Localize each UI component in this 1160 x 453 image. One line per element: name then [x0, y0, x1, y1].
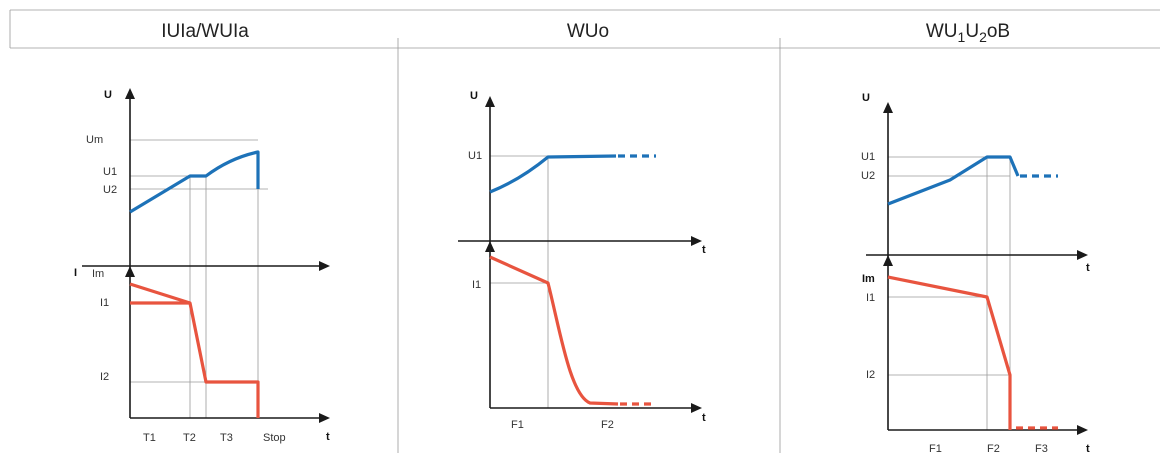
panel-1-voltage-curve — [129, 150, 260, 214]
panel-3-i-arrowhead — [883, 255, 893, 266]
panel-3-phase-f1: F1 — [929, 443, 942, 453]
panel-1-im-label: Im — [92, 268, 104, 280]
panel-2-u1-label: U1 — [468, 150, 482, 162]
panel-2-t-axis-label: t — [702, 412, 706, 424]
panel-2-t-arrowhead — [691, 403, 702, 413]
panel-3-current-curve — [887, 275, 1012, 430]
panel-1-i-arrowhead — [125, 266, 135, 277]
panel-1-i-axis-label: I — [74, 267, 77, 279]
panel-3-voltage-curve — [887, 155, 1020, 206]
panel-3-title-main: WU — [926, 21, 958, 42]
panel-1-i1-label: I1 — [100, 297, 109, 309]
panel-3-title-sub2: 2 — [979, 29, 987, 45]
panel-3-u1-label: U1 — [861, 151, 875, 163]
panel-1-u-axis-label: U — [104, 89, 112, 101]
panel-1-um-label: Um — [86, 134, 103, 146]
panel-3-i1-label: I1 — [866, 292, 875, 304]
panel-2-i1-label: I1 — [472, 279, 481, 291]
panel-2-mid-arrowhead — [691, 236, 702, 246]
panel-2-chart: U t t U1 I1 F1 F2 — [458, 90, 706, 431]
panel-1-mid-arrowhead — [319, 261, 330, 271]
panel-3-mid-arrowhead — [1077, 250, 1088, 260]
panel-3-u-axis-label: U — [862, 92, 870, 104]
panel-1-phase-t1: T1 — [143, 432, 156, 444]
panel-3-title-sub1: 1 — [958, 29, 966, 45]
panel-3-t-axis-label: t — [1086, 443, 1090, 453]
panel-3-t-arrowhead — [1077, 425, 1088, 435]
panel-2-current-curve — [489, 255, 619, 406]
panel-2-voltage-curve — [489, 154, 617, 194]
panel-1-phase-t3: T3 — [220, 432, 233, 444]
panel-2-phase-f2: F2 — [601, 419, 614, 431]
header-band: IUIa/WUIa WUo WU1U2oB — [9, 9, 1160, 49]
panel-3-chart: U t t U1 U2 Im I1 I2 F1 F2 F3 — [861, 92, 1090, 453]
panel-1-i2-label: I2 — [100, 371, 109, 383]
panel-3-phase-f2: F2 — [987, 443, 1000, 453]
panel-1-u2-label: U2 — [103, 184, 117, 196]
panel-2-u-arrowhead — [485, 96, 495, 107]
panel-2-title: WUo — [567, 21, 609, 42]
panel-1-t-arrowhead — [319, 413, 330, 423]
panel-1-u1-label: U1 — [103, 166, 117, 178]
panel-1-u-arrowhead — [125, 88, 135, 99]
panel-3-im-label: Im — [862, 273, 875, 285]
panel-1-phase-stop: Stop — [263, 432, 286, 444]
panel-1-current-curve — [130, 301, 260, 418]
panel-3-title: WU1U2oB — [926, 21, 1010, 45]
panel-2-u-axis-label: U — [470, 90, 478, 102]
panel-3-title-mid: U — [965, 21, 979, 42]
panel-1-chart: U I t Um U1 U2 Im I1 I2 T1 T2 T3 Stop — [74, 88, 330, 444]
panel-2-i-arrowhead — [485, 241, 495, 252]
panel-2-phase-f1: F1 — [511, 419, 524, 431]
panel-1-current-upper-ramp — [129, 282, 191, 305]
panel-3-i2-label: I2 — [866, 369, 875, 381]
panel-3-u2-label: U2 — [861, 170, 875, 182]
panel-1-phase-t2: T2 — [183, 432, 196, 444]
panel-3-phase-f3: F3 — [1035, 443, 1048, 453]
panel-3-title-end: oB — [987, 21, 1010, 42]
panel-2-upper-t-axis-label: t — [702, 244, 706, 256]
panel-3-upper-t-axis-label: t — [1086, 262, 1090, 274]
panel-1-t-axis-label: t — [326, 431, 330, 443]
panel-3-u-arrowhead — [883, 102, 893, 113]
panel-1-title: IUIa/WUIa — [161, 21, 249, 42]
